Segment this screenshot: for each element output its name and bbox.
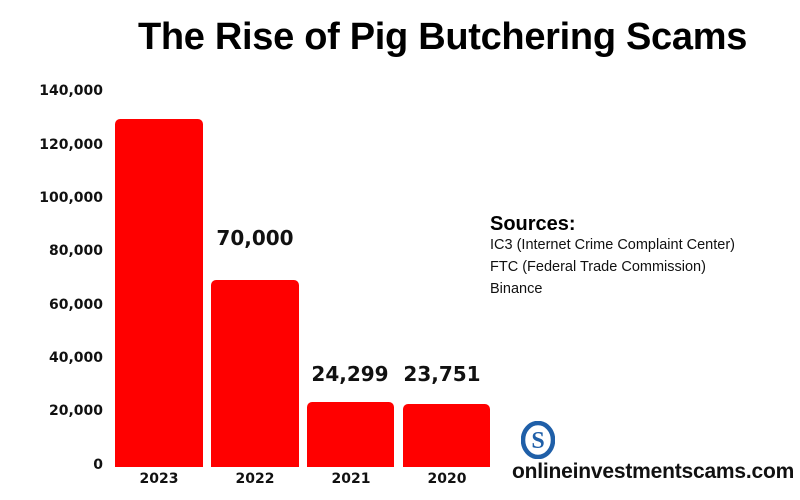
- y-tick-label: 20,000: [48, 403, 103, 419]
- y-tick-label: 120,000: [39, 137, 103, 153]
- y-tick-label: 140,000: [39, 83, 103, 99]
- y-tick-label: 80,000: [48, 243, 103, 259]
- os-monogram-logo-icon: S: [520, 420, 556, 460]
- source-item: Binance: [490, 281, 543, 297]
- bar-value-label: 70,000: [216, 226, 294, 250]
- y-tick-label: 100,000: [39, 190, 103, 206]
- bar-2020: [403, 404, 490, 467]
- bar-2021: [307, 402, 394, 467]
- x-tick-label: 2023: [139, 471, 179, 487]
- bar-value-label: 23,751: [403, 362, 481, 386]
- source-item: FTC (Federal Trade Commission): [490, 259, 706, 275]
- x-tick-label: 2020: [427, 471, 467, 487]
- y-tick-label: 0: [93, 457, 103, 473]
- bar-2022: [211, 280, 299, 467]
- y-tick-label: 60,000: [48, 297, 103, 313]
- svg-text:S: S: [531, 428, 544, 454]
- y-tick-label: 40,000: [48, 350, 103, 366]
- x-tick-label: 2021: [331, 471, 371, 487]
- sources-title: Sources:: [490, 213, 576, 235]
- source-item: IC3 (Internet Crime Complaint Center): [490, 237, 735, 253]
- bar-2023: [115, 119, 203, 467]
- chart-title: The Rise of Pig Butchering Scams: [137, 16, 748, 58]
- website-name: onlineinvestmentscams.com: [512, 460, 795, 483]
- x-tick-label: 2022: [235, 471, 275, 487]
- bar-value-label: 24,299: [311, 362, 389, 386]
